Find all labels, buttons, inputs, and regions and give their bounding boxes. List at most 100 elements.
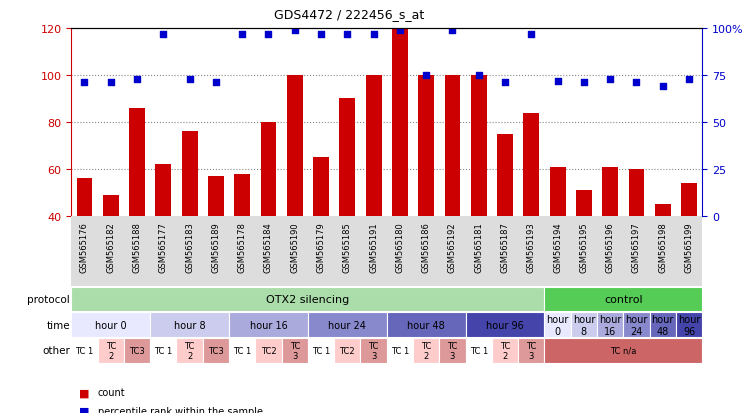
Text: GDS4472 / 222456_s_at: GDS4472 / 222456_s_at [274,8,424,21]
Text: GSM565199: GSM565199 [685,222,693,273]
Bar [176,338,203,363]
Bar [339,99,355,216]
Bar [255,338,282,363]
Text: time: time [47,320,70,330]
Bar [229,313,308,337]
Text: hour 24: hour 24 [328,320,366,330]
Bar [234,174,250,216]
Bar [597,313,623,337]
Bar [439,338,466,363]
Text: hour
24: hour 24 [626,314,647,336]
Bar [71,338,98,363]
Bar [208,177,224,216]
Text: TC 1: TC 1 [391,346,409,355]
Bar [387,338,413,363]
Text: TC
3: TC 3 [290,341,300,360]
Bar [544,338,702,363]
Text: GSM565184: GSM565184 [264,222,273,273]
Text: GSM565181: GSM565181 [475,222,483,273]
Bar [261,123,276,216]
Bar [518,338,544,363]
Text: TC 1: TC 1 [312,346,330,355]
Text: hour
96: hour 96 [678,314,700,336]
Bar [629,170,644,216]
Text: TC2: TC2 [339,346,355,355]
Bar [229,338,255,363]
Text: GSM565195: GSM565195 [580,222,588,273]
Bar [308,313,387,337]
Bar [282,338,308,363]
Text: TC 1: TC 1 [233,346,252,355]
Point [656,84,668,90]
Text: protocol: protocol [27,294,70,304]
Text: hour
8: hour 8 [573,314,595,336]
Text: GSM565189: GSM565189 [212,222,220,273]
Bar [313,158,329,216]
Text: GSM565180: GSM565180 [396,222,404,273]
Bar [492,338,518,363]
Text: GSM565179: GSM565179 [317,222,325,273]
Bar [466,338,492,363]
Point [683,76,695,83]
Point [315,31,327,38]
Text: GSM565183: GSM565183 [185,222,194,273]
Bar [681,184,697,216]
Bar [471,76,487,216]
Text: TC n/a: TC n/a [610,346,637,355]
Point [263,31,275,38]
Bar [124,338,150,363]
Bar [466,313,544,337]
Text: OTX2 silencing: OTX2 silencing [267,294,349,304]
Text: GSM565191: GSM565191 [369,222,378,273]
Text: GSM565194: GSM565194 [553,222,562,273]
Text: ■: ■ [79,406,89,413]
Point [446,28,458,34]
Bar [413,338,439,363]
Text: hour
0: hour 0 [547,314,569,336]
Text: TC
2: TC 2 [185,341,195,360]
Bar [150,313,229,337]
Point [210,80,222,87]
Bar [287,76,303,216]
Bar [155,165,171,216]
Bar [150,338,176,363]
Point [236,31,248,38]
Bar [544,287,702,312]
Text: TC
2: TC 2 [500,341,510,360]
Bar [576,191,592,216]
Bar [366,76,382,216]
Bar [77,179,92,216]
Bar [182,132,198,216]
Text: GSM565186: GSM565186 [422,222,430,273]
Bar [655,205,671,216]
Bar [418,76,434,216]
Point [183,76,195,83]
Text: hour 96: hour 96 [486,320,524,330]
Text: TC3: TC3 [208,346,224,355]
Bar [650,313,676,337]
Point [578,80,590,87]
Text: GSM565187: GSM565187 [501,222,509,273]
Text: GSM565177: GSM565177 [159,222,167,273]
Point [526,31,538,38]
Text: GSM565192: GSM565192 [448,222,457,273]
Point [368,31,380,38]
Text: GSM565198: GSM565198 [659,222,667,273]
Text: hour
16: hour 16 [599,314,621,336]
Bar [523,113,539,216]
Bar [103,195,119,216]
Point [394,28,406,34]
Text: TC 1: TC 1 [75,346,94,355]
Bar [445,76,460,216]
Bar [602,167,618,216]
Text: TC
3: TC 3 [369,341,379,360]
Text: TC
2: TC 2 [106,341,116,360]
Text: hour 0: hour 0 [95,320,127,330]
Bar [387,313,466,337]
Text: count: count [98,387,125,397]
Text: hour 8: hour 8 [173,320,206,330]
Text: GSM565196: GSM565196 [606,222,614,273]
Bar [544,313,571,337]
Text: GSM565185: GSM565185 [343,222,351,273]
Text: GSM565176: GSM565176 [80,222,89,273]
